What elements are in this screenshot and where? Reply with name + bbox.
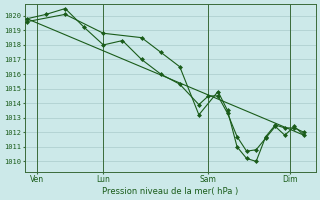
X-axis label: Pression niveau de la mer( hPa ): Pression niveau de la mer( hPa ) bbox=[102, 187, 238, 196]
